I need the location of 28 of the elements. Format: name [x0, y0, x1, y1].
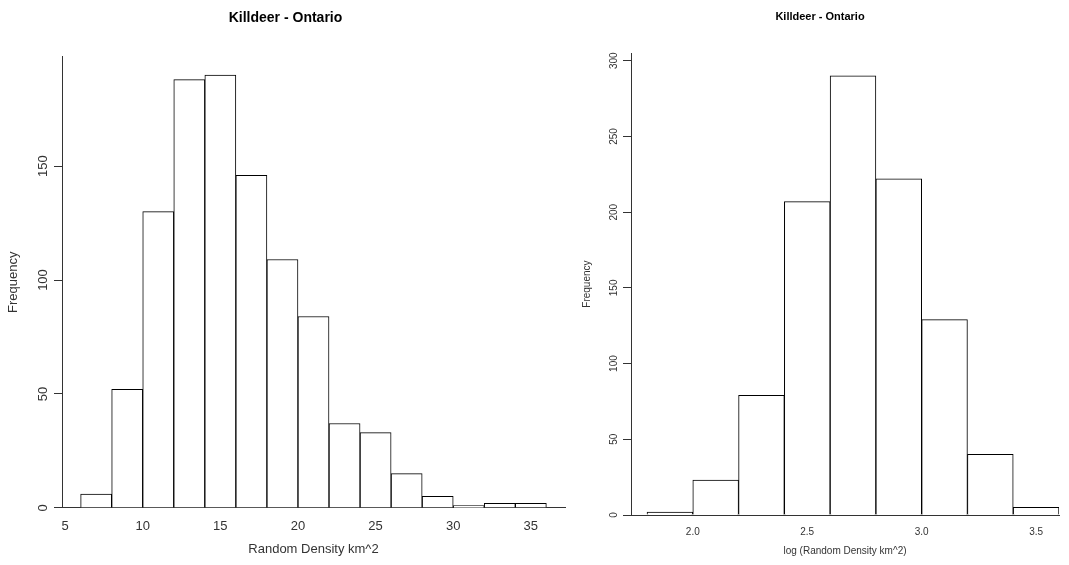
y-tick-label: 50 — [607, 433, 619, 445]
x-tick-label: 3.5 — [1029, 525, 1044, 537]
y-tick-label: 150 — [607, 279, 619, 297]
y-tick-label: 200 — [607, 203, 619, 221]
y-tick-label: 0 — [35, 504, 51, 512]
chart-title: Killdeer - Ontario — [775, 9, 865, 22]
x-tick-label: 20 — [290, 518, 306, 534]
y-tick-label: 250 — [607, 127, 619, 145]
x-tick-label: 3.0 — [914, 525, 930, 537]
y-axis-title: Frequency — [5, 251, 21, 314]
y-tick-label: 150 — [35, 155, 51, 177]
y-axis-title: Frequency — [580, 260, 592, 308]
y-tick-label: 100 — [35, 269, 51, 291]
y-tick-label: 0 — [607, 511, 619, 518]
y-tick-label: 100 — [607, 354, 619, 372]
x-tick-label: 10 — [135, 518, 150, 534]
x-tick-label: 35 — [523, 518, 539, 534]
x-tick-label: 2.5 — [800, 525, 815, 537]
x-tick-label: 15 — [213, 518, 228, 534]
x-tick-label: 5 — [61, 518, 69, 534]
y-tick-label: 300 — [607, 51, 619, 70]
x-tick-label: 2.0 — [685, 525, 701, 537]
x-tick-label: 25 — [368, 518, 383, 534]
x-tick-label: 30 — [445, 518, 461, 534]
x-axis-title: log (Random Density km^2) — [783, 544, 907, 556]
chart-title: Killdeer - Ontario — [228, 9, 343, 26]
y-tick-label: 50 — [35, 386, 51, 402]
x-axis-title: Random Density km^2 — [248, 540, 379, 556]
